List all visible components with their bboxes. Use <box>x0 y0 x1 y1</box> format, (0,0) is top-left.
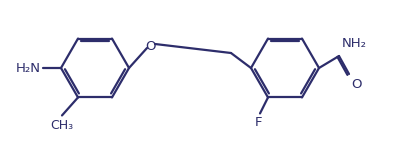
Text: F: F <box>255 116 263 129</box>
Text: CH₃: CH₃ <box>51 119 74 132</box>
Text: O: O <box>351 78 362 91</box>
Text: NH₂: NH₂ <box>342 37 367 50</box>
Text: O: O <box>146 39 156 52</box>
Text: H₂N: H₂N <box>16 61 41 75</box>
